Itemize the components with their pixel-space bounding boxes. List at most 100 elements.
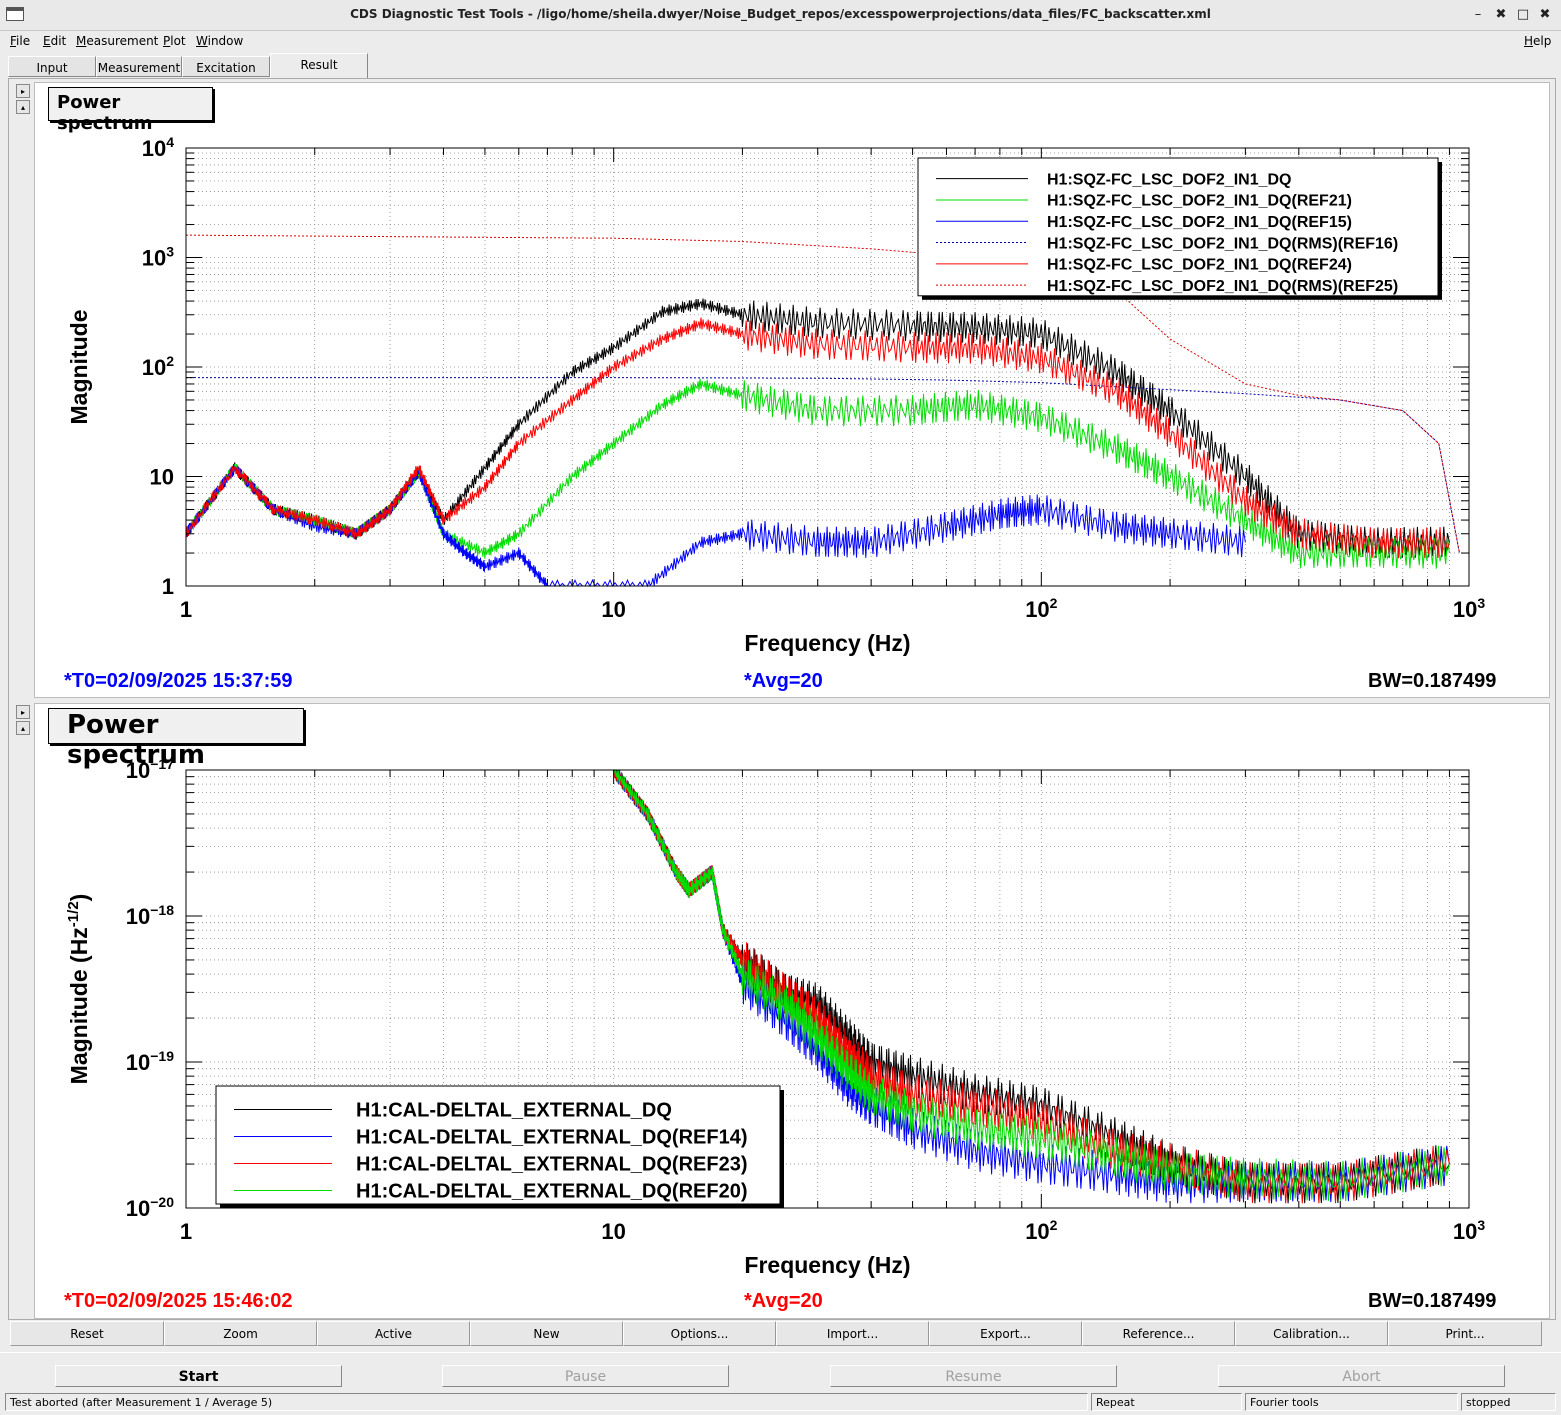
reset-button[interactable]: Reset bbox=[10, 1321, 164, 1346]
legend-entry: H1:CAL-DELTAL_EXTERNAL_DQ(REF20) bbox=[356, 1181, 748, 1203]
x-axis-label: Frequency (Hz) bbox=[744, 630, 910, 656]
print-button[interactable]: Print... bbox=[1388, 1321, 1542, 1346]
y-tick-label: 10−18 bbox=[126, 902, 174, 929]
series-line-0 bbox=[185, 298, 1450, 559]
y-tick-label: 102 bbox=[142, 353, 174, 380]
menu-file-label: ile bbox=[16, 34, 31, 48]
title-bar: CDS Diagnostic Test Tools - /ligo/home/s… bbox=[0, 0, 1561, 31]
legend-entry: H1:CAL-DELTAL_EXTERNAL_DQ(REF23) bbox=[356, 1154, 748, 1176]
x-tick-label: 103 bbox=[1453, 595, 1485, 622]
action-bar: Start Pause Resume Abort bbox=[0, 1352, 1561, 1393]
plot-title-upper: Power spectrum bbox=[48, 87, 213, 134]
menu-help-mnemonic: H bbox=[1524, 34, 1534, 48]
legend-entry: H1:SQZ-FC_LSC_DOF2_IN1_DQ(REF21) bbox=[1047, 193, 1352, 210]
resume-button[interactable]: Resume bbox=[830, 1365, 1117, 1387]
shade-icon[interactable]: ✖ bbox=[1495, 7, 1507, 22]
menu-window-label: indow bbox=[207, 34, 244, 48]
legend-entry: H1:CAL-DELTAL_EXTERNAL_DQ(REF14) bbox=[356, 1127, 748, 1149]
avg-label-upper: *Avg=20 bbox=[744, 670, 823, 692]
plot-title-upper-text: Power spectrum bbox=[57, 92, 153, 134]
calibration-button[interactable]: Calibration... bbox=[1235, 1321, 1388, 1346]
y-axis-label: Magnitude bbox=[66, 310, 92, 425]
tab-result[interactable]: Result bbox=[270, 53, 368, 78]
status-state: stopped bbox=[1461, 1393, 1556, 1411]
menu-measurement[interactable]: Measurement bbox=[76, 34, 158, 48]
y-tick-label: 10−20 bbox=[126, 1194, 174, 1221]
status-tools: Fourier tools bbox=[1245, 1393, 1458, 1411]
legend-entry: H1:SQZ-FC_LSC_DOF2_IN1_DQ bbox=[1047, 171, 1292, 188]
new-button[interactable]: New bbox=[470, 1321, 623, 1346]
legend-entry: H1:CAL-DELTAL_EXTERNAL_DQ bbox=[356, 1100, 672, 1122]
status-repeat: Repeat bbox=[1091, 1393, 1242, 1411]
menu-plot[interactable]: Plot bbox=[163, 34, 186, 48]
x-tick-label: 10 bbox=[601, 597, 625, 622]
y-tick-label: 103 bbox=[142, 244, 174, 271]
collapse-arrow-icon-2[interactable]: ▴ bbox=[16, 721, 30, 735]
series-line-3 bbox=[186, 377, 1460, 554]
y-tick-label: 104 bbox=[142, 134, 174, 161]
legend-entry: H1:SQZ-FC_LSC_DOF2_IN1_DQ(RMS)(REF16) bbox=[1047, 235, 1398, 252]
x-tick-label: 102 bbox=[1025, 595, 1057, 622]
legend-entry: H1:SQZ-FC_LSC_DOF2_IN1_DQ(REF15) bbox=[1047, 214, 1352, 231]
y-tick-label: 1 bbox=[162, 574, 174, 599]
minimize-icon[interactable]: – bbox=[1474, 7, 1482, 22]
avg-label-lower: *Avg=20 bbox=[744, 1290, 823, 1312]
series-line-5 bbox=[185, 234, 1460, 554]
t0-label-upper: *T0=02/09/2025 15:37:59 bbox=[64, 670, 293, 692]
legend-entry: H1:SQZ-FC_LSC_DOF2_IN1_DQ(RMS)(REF25) bbox=[1047, 278, 1398, 295]
legend-box bbox=[215, 1085, 781, 1205]
tab-measurement[interactable]: Measurement bbox=[96, 56, 182, 77]
menu-file[interactable]: File bbox=[10, 34, 30, 48]
y-tick-label: 10−17 bbox=[126, 756, 174, 783]
bw-label-lower: BW=0.187499 bbox=[1368, 1290, 1497, 1312]
menu-plot-mnemonic: P bbox=[163, 34, 171, 48]
chart-upper[interactable]: 1 10 102 103 1 10 102 103 104 Frequency (Hz) Magni… bbox=[34, 120, 1548, 660]
maximize-icon[interactable]: □ bbox=[1516, 7, 1530, 22]
y-axis-label: Magnitude (Hz-1/2) bbox=[65, 894, 92, 1085]
menu-window[interactable]: Window bbox=[196, 34, 243, 48]
chart-lower[interactable]: 1 10 102 103 10−20 10−19 10−18 10−17 Frequency (… bbox=[34, 742, 1548, 1282]
collapse-arrow-icon[interactable]: ▴ bbox=[16, 100, 30, 114]
abort-button[interactable]: Abort bbox=[1218, 1365, 1505, 1387]
expand-arrow-icon[interactable]: ▸ bbox=[16, 84, 30, 98]
plot-title-lower: Power spectrum bbox=[48, 708, 304, 770]
status-bar: Test aborted (after Measurement 1 / Aver… bbox=[0, 1392, 1561, 1415]
menu-edit-label: dit bbox=[50, 34, 67, 48]
y-tick-label: 10−19 bbox=[126, 1048, 174, 1075]
menu-measurement-label: easurement bbox=[86, 34, 159, 48]
bw-label-upper: BW=0.187499 bbox=[1368, 670, 1497, 692]
tab-excitation[interactable]: Excitation bbox=[182, 56, 270, 77]
legend-box bbox=[917, 157, 1439, 297]
active-button[interactable]: Active bbox=[317, 1321, 470, 1346]
expand-arrow-icon-2[interactable]: ▸ bbox=[16, 705, 30, 719]
menu-edit[interactable]: Edit bbox=[43, 34, 66, 48]
options-button[interactable]: Options... bbox=[623, 1321, 776, 1346]
start-button[interactable]: Start bbox=[55, 1365, 342, 1387]
menu-edit-mnemonic: E bbox=[43, 34, 51, 48]
menu-measurement-mnemonic: M bbox=[76, 34, 87, 48]
menu-window-mnemonic: W bbox=[196, 34, 208, 48]
export-button[interactable]: Export... bbox=[929, 1321, 1082, 1346]
window-title: CDS Diagnostic Test Tools - /ligo/home/s… bbox=[350, 7, 1211, 21]
plot-toolbar: Reset Zoom Active New Options... Import.… bbox=[10, 1321, 1554, 1347]
reference-button[interactable]: Reference... bbox=[1082, 1321, 1235, 1346]
x-tick-label: 103 bbox=[1453, 1217, 1485, 1244]
x-axis-label: Frequency (Hz) bbox=[744, 1252, 910, 1278]
zoom-button[interactable]: Zoom bbox=[164, 1321, 317, 1346]
pause-button[interactable]: Pause bbox=[442, 1365, 729, 1387]
window-icon[interactable] bbox=[6, 7, 24, 21]
import-button[interactable]: Import... bbox=[776, 1321, 929, 1346]
menu-bar: File Edit Measurement Plot Window Help bbox=[0, 31, 1561, 53]
tab-input[interactable]: Input bbox=[8, 56, 96, 77]
plot-title-lower-text: Power spectrum bbox=[67, 710, 205, 770]
series-line-3 bbox=[613, 768, 1450, 1201]
close-icon[interactable]: ✖ bbox=[1539, 7, 1551, 22]
y-tick-label: 10 bbox=[150, 465, 174, 490]
x-tick-label: 1 bbox=[180, 597, 192, 622]
status-message: Test aborted (after Measurement 1 / Aver… bbox=[5, 1393, 1088, 1411]
series-line-1 bbox=[613, 769, 1450, 1204]
x-tick-label: 1 bbox=[180, 1219, 192, 1244]
menu-help[interactable]: Help bbox=[1524, 34, 1551, 48]
menu-help-label: elp bbox=[1533, 34, 1552, 48]
x-tick-label: 10 bbox=[601, 1219, 625, 1244]
